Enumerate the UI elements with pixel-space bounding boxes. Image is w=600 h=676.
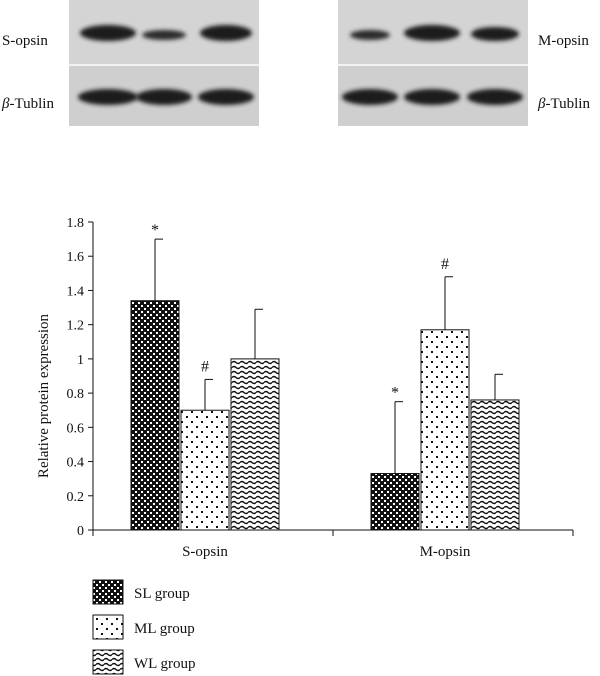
blot-band bbox=[80, 25, 136, 41]
bar bbox=[230, 358, 280, 531]
significance-marker: # bbox=[201, 358, 209, 375]
significance-marker: * bbox=[151, 222, 159, 239]
bar bbox=[180, 409, 230, 531]
blot-label-tublin-left: β-Tublin bbox=[1, 96, 54, 112]
y-tick-label: 0.2 bbox=[67, 490, 85, 505]
blot-band bbox=[200, 25, 252, 41]
bar bbox=[370, 473, 420, 531]
beta-symbol: β bbox=[1, 96, 10, 112]
y-tick-label: 0 bbox=[77, 524, 84, 539]
blot-label-s-opsin: S-opsin bbox=[2, 33, 48, 49]
chart-legend: SL group ML group WL group bbox=[92, 579, 196, 675]
y-tick-label: 1.8 bbox=[67, 216, 85, 231]
tublin-text: -Tublin bbox=[545, 96, 590, 112]
y-tick-label: 0.4 bbox=[67, 456, 85, 471]
blot-band bbox=[471, 27, 519, 41]
legend-swatch bbox=[92, 649, 124, 675]
bar-chart: 0 0.2 0.4 0.6 0.8 1 1.2 1.4 1.6 1.8 * # S-opsin * # M-o… bbox=[36, 216, 574, 560]
blot-label-m-opsin: M-opsin bbox=[538, 33, 589, 49]
y-tick-label: 1.4 bbox=[67, 284, 85, 299]
legend-label: WL group bbox=[134, 656, 196, 672]
y-tick-label: 1 bbox=[77, 353, 84, 368]
blot-band bbox=[404, 89, 460, 105]
blot-divider-right bbox=[338, 64, 528, 66]
chart-plot-area: 0 0.2 0.4 0.6 0.8 1 1.2 1.4 1.6 1.8 * # S-opsin * # M-o… bbox=[67, 216, 574, 560]
y-tick-label: 0.8 bbox=[67, 387, 85, 402]
blot-band bbox=[78, 89, 138, 105]
y-tick-label: 1.2 bbox=[67, 319, 85, 334]
blot-band bbox=[404, 25, 460, 41]
bar bbox=[470, 399, 520, 531]
significance-marker: * bbox=[391, 385, 399, 402]
x-tick-label: M-opsin bbox=[420, 544, 471, 560]
tublin-text: -Tublin bbox=[9, 96, 54, 112]
legend-label: SL group bbox=[134, 586, 190, 602]
bar bbox=[130, 300, 180, 531]
blot-band bbox=[142, 30, 186, 40]
beta-symbol: β bbox=[537, 96, 546, 112]
blot-band bbox=[136, 89, 192, 105]
blot-band bbox=[342, 89, 398, 105]
blot-band bbox=[467, 89, 523, 105]
blot-label-tublin-right: β-Tublin bbox=[537, 96, 590, 112]
blot-band bbox=[198, 89, 254, 105]
legend-swatch bbox=[92, 614, 124, 640]
legend-swatch bbox=[92, 579, 124, 605]
blot-divider-left bbox=[69, 64, 259, 66]
western-blot-panel: S-opsin β-Tublin M-opsin β-Tublin bbox=[1, 0, 590, 126]
y-axis-label: Relative protein expression bbox=[36, 313, 52, 478]
significance-marker: # bbox=[441, 256, 449, 273]
y-tick-label: 1.6 bbox=[67, 250, 85, 265]
blot-band bbox=[350, 30, 390, 40]
legend-label: ML group bbox=[134, 621, 195, 637]
y-tick-label: 0.6 bbox=[67, 421, 85, 436]
x-tick-label: S-opsin bbox=[182, 544, 228, 560]
bar bbox=[420, 329, 470, 531]
